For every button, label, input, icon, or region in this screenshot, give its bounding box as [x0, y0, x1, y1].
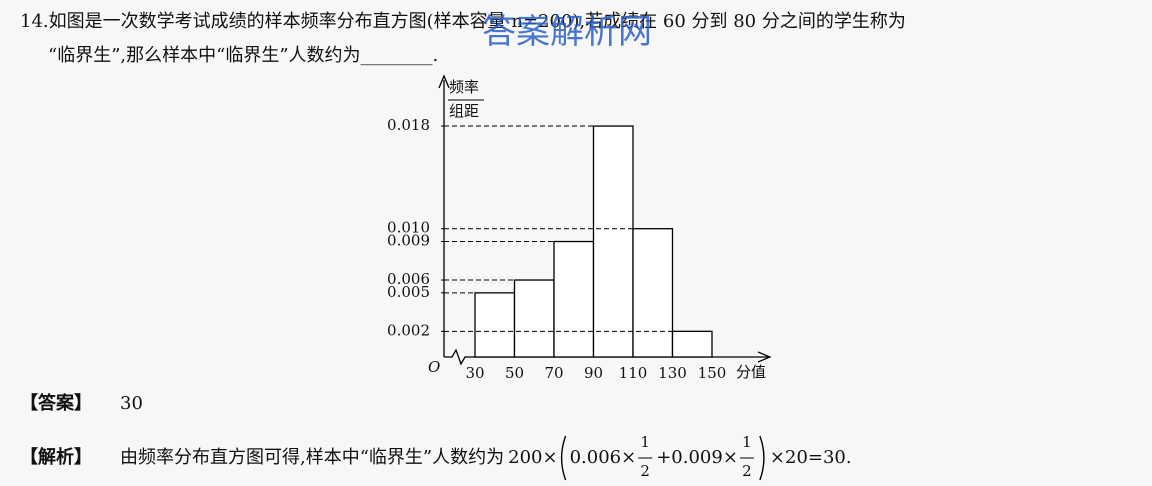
- x-tick-label: 90: [584, 364, 603, 382]
- y-label: 频率: [449, 78, 479, 96]
- formula-text: 200×: [508, 447, 557, 468]
- y-axis: [438, 74, 450, 357]
- x-label: 分值: [736, 363, 766, 381]
- bar: [513, 279, 555, 358]
- bar: [671, 330, 713, 358]
- answer-value: 30: [120, 393, 143, 414]
- bar: [474, 292, 516, 358]
- question-line: 14.如图是一次数学考试成绩的样本频率分布直方图(样本容量 n=200),若成绩…: [20, 11, 906, 32]
- formula-text: +0.009×: [656, 447, 738, 468]
- y-tick-label: 0.009: [387, 232, 430, 250]
- paren: [759, 435, 765, 481]
- fraction-den: 2: [640, 462, 650, 480]
- bar: [592, 125, 634, 358]
- y-tick-label: 0.002: [387, 321, 430, 339]
- question-line: “临界生”,那么样本中“临界生”人数约为________.: [48, 45, 438, 66]
- x-tick-label: 150: [698, 364, 727, 382]
- y-tick-label: 0.005: [387, 283, 430, 301]
- x-tick-label: 50: [505, 364, 524, 382]
- bar: [632, 228, 674, 358]
- bar: [553, 240, 595, 358]
- formula-text: 0.006×: [570, 447, 637, 468]
- x-tick-label: 70: [544, 364, 563, 382]
- answer-label: 【答案】: [20, 392, 92, 414]
- x-tick-label: 30: [465, 364, 484, 382]
- analysis-text: 由频率分布直方图可得,样本中“临界生”人数约为: [120, 447, 504, 468]
- fraction-num: 1: [742, 433, 752, 451]
- x-tick-label: 110: [619, 364, 648, 382]
- analysis-label: 【解析】: [20, 446, 92, 468]
- fraction-den: 2: [742, 462, 752, 480]
- y-label: 组距: [449, 102, 479, 120]
- origin-label: O: [428, 358, 440, 376]
- watermark: 答案解析网: [482, 12, 652, 52]
- y-tick-label: 0.010: [387, 219, 430, 237]
- paren: [560, 435, 567, 481]
- fraction-num: 1: [640, 433, 650, 451]
- y-tick-label: 0.018: [387, 116, 430, 134]
- y-tick-label: 0.006: [387, 270, 430, 288]
- x-tick-label: 130: [658, 364, 687, 382]
- formula-text: ×20=30.: [770, 447, 852, 468]
